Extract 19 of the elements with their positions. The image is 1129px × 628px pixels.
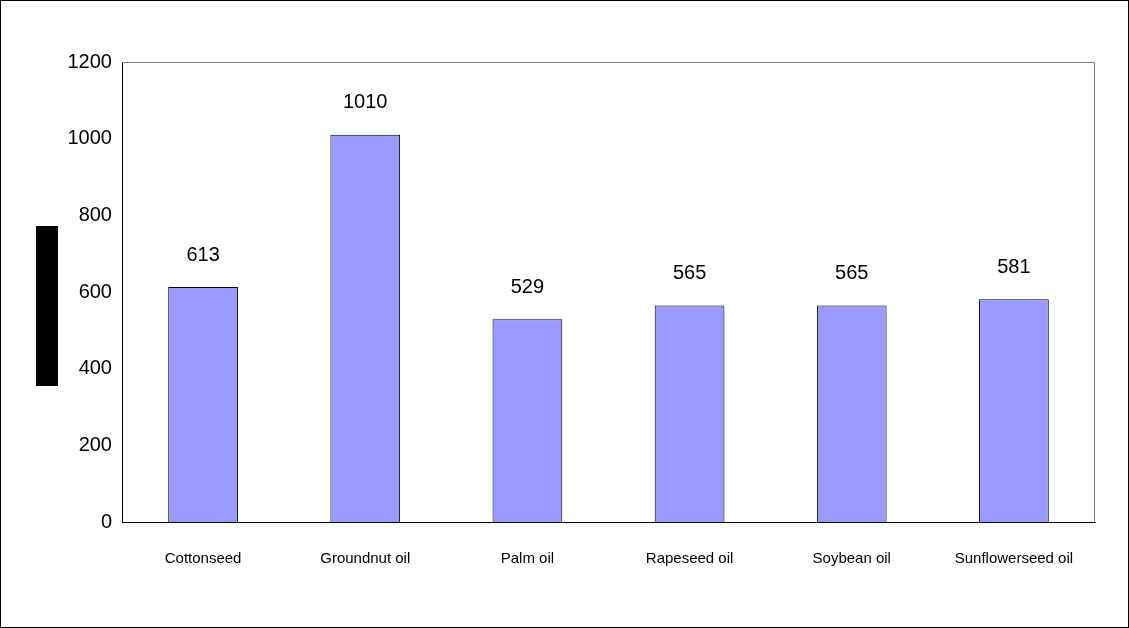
x-tick-label: Rapeseed oil (645, 549, 734, 567)
y-tick-label: 200 (78, 432, 112, 455)
y-tick-label: 800 (78, 202, 112, 225)
data-label: 581 (997, 254, 1031, 277)
y-tick-label: 400 (78, 356, 112, 379)
y-tick-label: 600 (78, 279, 112, 302)
x-tick-label: Cottonseed (164, 549, 242, 567)
data-label: 1010 (343, 90, 388, 113)
x-tick-label: Soybean oil (812, 549, 891, 567)
data-label: 565 (835, 260, 869, 283)
data-label: 529 (510, 274, 545, 297)
y-tick-label: 1000 (67, 126, 112, 149)
data-label: 613 (186, 242, 220, 265)
x-tick-label: Groundnut oil (320, 549, 411, 567)
y-tick-label: 0 (100, 509, 112, 532)
x-tick-label: Palm oil (500, 549, 555, 567)
data-label: 565 (672, 260, 707, 283)
y-tick-label: 1200 (67, 49, 112, 72)
x-tick-label: Sunflowerseed oil (954, 549, 1074, 567)
